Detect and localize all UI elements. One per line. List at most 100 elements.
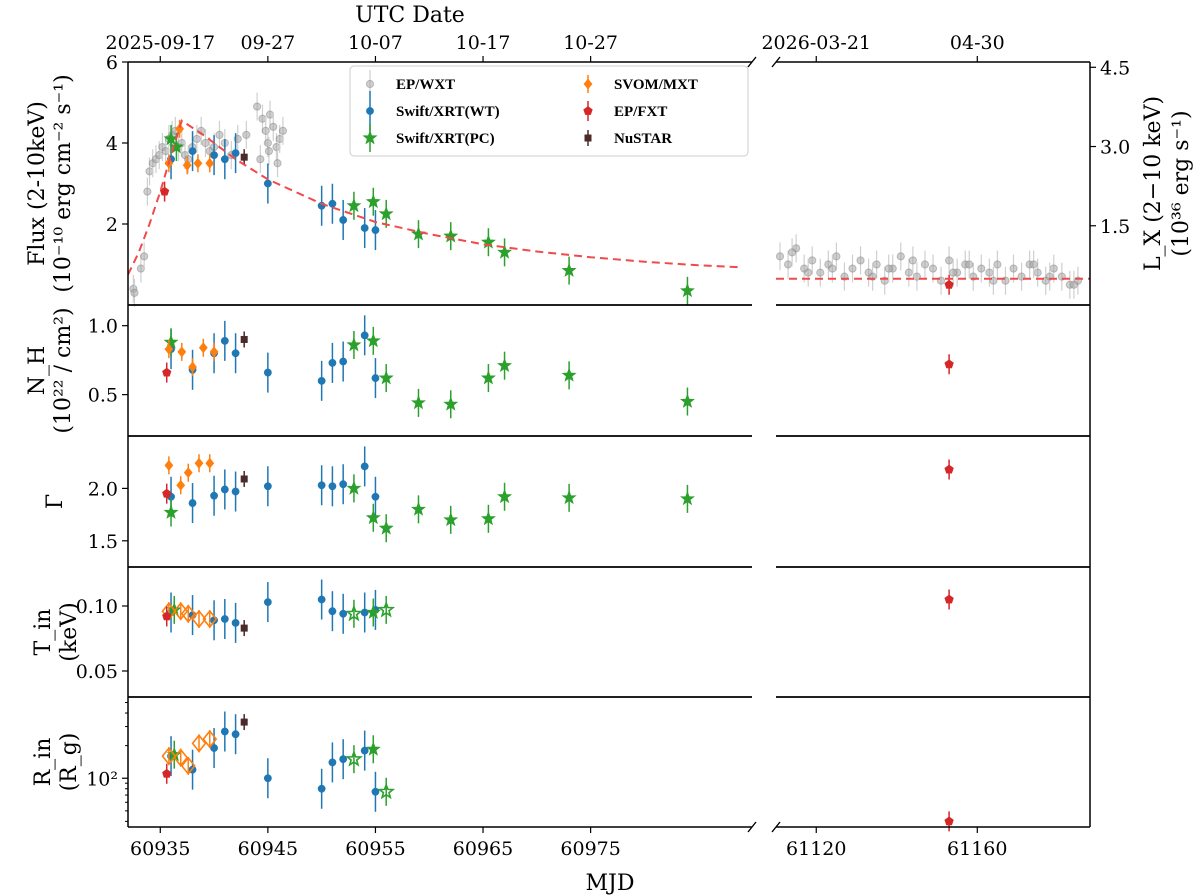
panel-gamma-point-swift-xrt-wt- (220, 485, 229, 494)
panel-nh-ytick-label: 0.5 (88, 385, 118, 407)
panel-rin-ylabel: R_in (31, 738, 56, 787)
panel-flux-point-ep-wxt (161, 147, 170, 156)
panel-rin-point-swift-xrt-wt- (371, 787, 380, 796)
panel-rin-point-swift-xrt-wt- (263, 774, 272, 783)
panel-nh-point-swift-xrt-wt- (231, 349, 240, 358)
panel-flux-point-ep-fxt (944, 279, 954, 289)
panel-gamma-point-swift-xrt-pc- (378, 520, 394, 535)
panel-gamma-point-swift-xrt-wt- (317, 481, 326, 490)
panel-nh-ylabel: N_H (25, 346, 50, 395)
panel-flux-point-swift-xrt-pc- (497, 244, 513, 259)
panel-tin-point-nustar (240, 624, 248, 632)
axis-break-mark (771, 821, 781, 833)
top-date-tick-label: 09-27 (240, 32, 295, 54)
panel-tin-point-svom-mxt (191, 609, 207, 629)
panel-flux-point-ep-wxt (242, 130, 251, 139)
axis-break-mark (771, 56, 781, 68)
x-axis-label: MJD (586, 871, 635, 896)
panel-nh-point-ep-fxt (944, 359, 954, 369)
panel-nh-point-swift-xrt-wt- (360, 331, 369, 340)
panel-flux-point-swift-xrt-wt- (210, 151, 218, 160)
panel-nh-point-swift-xrt-pc- (561, 367, 577, 382)
panel-nh-point-swift-xrt-wt- (328, 359, 337, 367)
legend-marker (583, 78, 593, 90)
x-tick-label: 60945 (238, 838, 298, 860)
panel-nh-point-swift-xrt-pc- (497, 357, 513, 373)
panel-gamma-point-swift-xrt-wt- (188, 499, 197, 507)
legend-entry: SVOM/MXT (614, 77, 698, 93)
panel-gamma-ytick-label: 2.0 (88, 478, 118, 500)
panel-nh-point-swift-xrt-wt- (371, 374, 380, 382)
legend-entry: EP/WXT (396, 77, 455, 93)
panel-gamma-point-swift-xrt-pc- (346, 480, 362, 495)
panel-flux-point-swift-xrt-pc- (561, 262, 577, 277)
top-date-tick-label: 04-30 (950, 32, 1005, 54)
x-tick-label: 60965 (453, 838, 513, 860)
panel-flux-ytick-label: 2 (106, 214, 118, 236)
panel-flux-ytick-label: 4 (106, 133, 118, 155)
panel-flux-point-swift-xrt-pc- (346, 197, 362, 213)
panel-gamma-point-swift-xrt-wt- (210, 491, 218, 500)
panel-gamma-point-swift-xrt-pc- (365, 509, 381, 525)
panel-flux-point-ep-wxt (884, 264, 893, 273)
legend-entry: Swift/XRT(WT) (396, 104, 500, 120)
panel-flux-point-ep-wxt (1029, 260, 1038, 269)
panel-rin-point-swift-xrt-wt- (360, 746, 369, 755)
panel-flux-point-ep-wxt (1009, 264, 1018, 273)
panel-flux-point-ep-wxt (140, 252, 149, 261)
right-ytick-label: 3.0 (1100, 137, 1130, 159)
panel-gamma-point-swift-xrt-pc- (679, 491, 695, 506)
x-tick-label: 60935 (130, 838, 190, 860)
panel-nh-point-swift-xrt-wt- (220, 336, 229, 345)
panel-nh-point-svom-mxt (177, 346, 187, 358)
panel-nh-ytick-label: 1.0 (88, 316, 118, 338)
panel-rin-point-swift-xrt-wt- (220, 727, 229, 736)
panel-gamma-point-swift-xrt-wt- (339, 480, 348, 489)
panel-flux-point-ep-wxt (965, 260, 974, 269)
panel-rin-point-swift-xrt-pc- (345, 749, 363, 767)
panel-flux-point-ep-wxt (848, 264, 857, 273)
panel-nh-point-swift-xrt-pc- (443, 396, 459, 411)
panel-nh-point-swift-xrt-pc- (679, 393, 695, 408)
panel-rin-point-svom-mxt (161, 746, 177, 766)
right-ylabel: (10³⁶ erg s⁻¹) (1169, 110, 1194, 256)
panel-tin-point-svom-mxt (173, 601, 189, 621)
panel-flux-point-ep-wxt (949, 268, 958, 277)
panel-nh-point-swift-xrt-pc- (163, 334, 179, 349)
panel-rin-point-swift-xrt-wt- (328, 758, 337, 767)
panel-flux-point-svom-mxt (193, 157, 203, 169)
panel-flux-point-swift-xrt-wt- (220, 155, 229, 164)
right-ylabel: L_X (2−10 keV) (1141, 96, 1166, 271)
panel-rin-point-svom-mxt (202, 729, 218, 749)
panel-rin-point-swift-xrt-pc- (377, 782, 396, 800)
panel-tin-point-swift-xrt-wt- (339, 609, 348, 618)
panel-tin-point-swift-xrt-wt- (231, 619, 240, 627)
legend-entry: NuSTAR (614, 131, 672, 147)
panel-gamma-point-swift-xrt-pc- (410, 501, 426, 516)
panel-flux-point-ep-wxt (275, 134, 284, 144)
panel-flux-point-ep-wxt (264, 147, 274, 156)
panel-tin-ytick-label: 0.05 (76, 661, 118, 683)
panel-tin-point-svom-mxt (180, 604, 196, 624)
panel-nh-point-ep-fxt (162, 367, 172, 377)
top-date-tick-label: 10-27 (563, 32, 618, 54)
panel-tin-point-swift-xrt-pc- (345, 604, 363, 622)
panel-tin-point-swift-xrt-wt- (317, 595, 326, 604)
panel-flux-point-ep-wxt (273, 159, 282, 168)
panel-flux-point-ep-wxt (828, 264, 837, 273)
panel-flux-point-ep-wxt (804, 268, 813, 277)
panel-nh-point-svom-mxt (164, 343, 174, 355)
panel-rin-point-nustar (240, 718, 248, 726)
panel-rin-point-swift-xrt-wt- (317, 784, 326, 793)
panel-gamma-point-swift-xrt-pc- (443, 511, 459, 527)
panel-flux-point-ep-wxt (130, 288, 139, 297)
panel-flux-point-swift-xrt-pc- (378, 206, 394, 221)
panel-gamma-point-swift-xrt-pc- (497, 488, 513, 504)
panel-gamma-point-swift-xrt-wt- (328, 482, 337, 491)
panel-flux-point-ep-wxt (263, 138, 272, 148)
panel-flux-point-ep-wxt (856, 256, 865, 265)
panel-flux-point-svom-mxt (175, 123, 185, 135)
panel-rin-point-ep-fxt (944, 816, 954, 826)
legend-box (349, 65, 749, 157)
legend-marker (365, 79, 375, 89)
